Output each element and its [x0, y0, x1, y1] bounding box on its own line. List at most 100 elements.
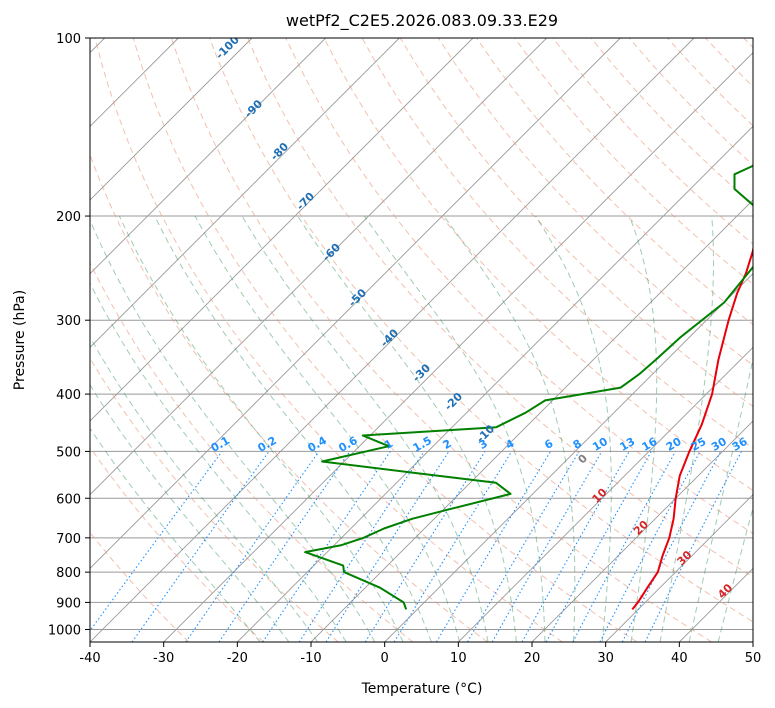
isotherm-line [384, 273, 753, 642]
x-tick-label: 20 [524, 651, 541, 666]
x-axis-label: Temperature (°C) [361, 681, 483, 697]
dry-adiabat [90, 531, 190, 642]
isotherm-label: 40 [715, 581, 735, 601]
dry-adiabat [90, 446, 264, 642]
y-tick-label: 1000 [48, 623, 81, 638]
dry-adiabat [323, 38, 753, 492]
mixing-ratio-line [435, 451, 552, 642]
dry-adiabat-label: -100 [213, 33, 242, 62]
dry-adiabat [90, 153, 488, 642]
mixing-ratio-line [621, 451, 722, 642]
moist-adiabat [363, 215, 546, 642]
background-lines [90, 38, 753, 642]
x-tick-label: -30 [153, 651, 174, 666]
moist-adiabat [90, 427, 261, 642]
y-tick-label: 600 [56, 492, 81, 507]
moist-adiabat [535, 215, 612, 642]
moist-adiabat [118, 215, 404, 642]
y-tick-label: 800 [56, 566, 81, 581]
moist-adiabat [688, 356, 753, 642]
moist-adiabat [90, 383, 290, 642]
dry-adiabat [209, 38, 753, 623]
y-axis-label: Pressure (hPa) [12, 290, 28, 390]
dry-adiabat [285, 38, 753, 535]
mixing-ratio-line [218, 451, 351, 642]
y-tick-label: 500 [56, 445, 81, 460]
isotherm-line [679, 567, 753, 642]
mixing-ratio-line [262, 451, 391, 642]
isotherm-line [90, 38, 621, 569]
dry-adiabat [94, 38, 563, 642]
y-tick-label: 700 [56, 532, 81, 547]
y-tick-label: 400 [56, 388, 81, 403]
isotherm-label: 20 [631, 518, 651, 538]
isotherm-label: 10 [590, 486, 610, 506]
x-tick-label: 10 [450, 651, 467, 666]
x-tick-label: -20 [227, 651, 248, 666]
dry-adiabat [514, 38, 753, 285]
axes: -40 -30 -20 -10 0 10 20 30 40 5010020030040050060… [48, 32, 761, 666]
isotherm-line [163, 52, 753, 642]
dry-adiabat-label: -70 [294, 189, 317, 212]
mixing-ratio-label: 6 [542, 437, 555, 452]
isotherm-line [237, 125, 753, 642]
dry-adiabat [90, 261, 414, 642]
profile-lines [304, 164, 753, 611]
dry-adiabat [247, 38, 753, 578]
mixing-ratio-line [545, 451, 652, 642]
moist-adiabat [241, 215, 489, 642]
mixing-ratio-line [325, 451, 450, 642]
x-tick-label: -40 [79, 651, 100, 666]
isotherm-line [531, 420, 753, 642]
dry-adiabat [476, 38, 753, 326]
x-tick-label: 0 [381, 651, 389, 666]
isotherm-line [90, 38, 474, 422]
isotherm-line [90, 38, 326, 275]
isotherm-line [90, 38, 253, 201]
mixing-ratio-line [572, 451, 676, 642]
dry-adiabat-label: -40 [378, 326, 401, 349]
isotherm-label: 0 [575, 451, 590, 466]
dewpoint-line [304, 164, 753, 610]
dry-adiabat-label: -80 [268, 140, 291, 163]
y-tick-label: 300 [56, 314, 81, 329]
isotherm-line [90, 38, 695, 642]
moist-adiabat [443, 215, 576, 642]
moist-adiabat [90, 336, 319, 642]
dry-adiabat [705, 38, 753, 88]
mixing-ratio-line [644, 451, 742, 642]
x-tick-label: 50 [745, 651, 762, 666]
y-tick-label: 100 [56, 32, 81, 47]
mixing-ratio-label: 2 [441, 437, 454, 452]
isotherm-label: 30 [675, 548, 695, 568]
y-tick-label: 900 [56, 596, 81, 611]
mixing-ratio-label: 4 [503, 437, 516, 452]
mixing-ratio-line [298, 451, 425, 642]
isotherm-line [458, 346, 753, 642]
chart-title: wetPf2_C2E5.2026.083.09.33.E29 [286, 11, 558, 31]
dry-adiabat-label: -50 [346, 286, 369, 309]
isotherm-line [90, 38, 400, 348]
dry-adiabat-label: -20 [442, 390, 465, 413]
dry-adiabat [170, 38, 712, 642]
moist-adiabat [629, 215, 658, 642]
mixing-ratio-line [90, 451, 223, 632]
dry-adiabat-label: -90 [242, 97, 265, 120]
x-tick-label: 40 [671, 651, 688, 666]
plot-frame [89, 37, 754, 643]
mixing-ratio-line [393, 451, 513, 642]
y-tick-label: 200 [56, 210, 81, 225]
x-tick-label: -10 [300, 651, 321, 666]
isotherm-line [605, 494, 753, 642]
isotherm-line [90, 38, 547, 496]
mixing-ratio-line [185, 451, 320, 642]
dry-adiabat [132, 38, 638, 642]
moist-adiabat [194, 215, 461, 642]
dry-adiabat [90, 357, 339, 642]
moist-adiabat [659, 215, 714, 642]
mixing-ratio-line [521, 451, 630, 642]
temperature-line [631, 245, 753, 611]
isotherm-line [752, 641, 753, 642]
moist-adiabat [90, 282, 347, 642]
